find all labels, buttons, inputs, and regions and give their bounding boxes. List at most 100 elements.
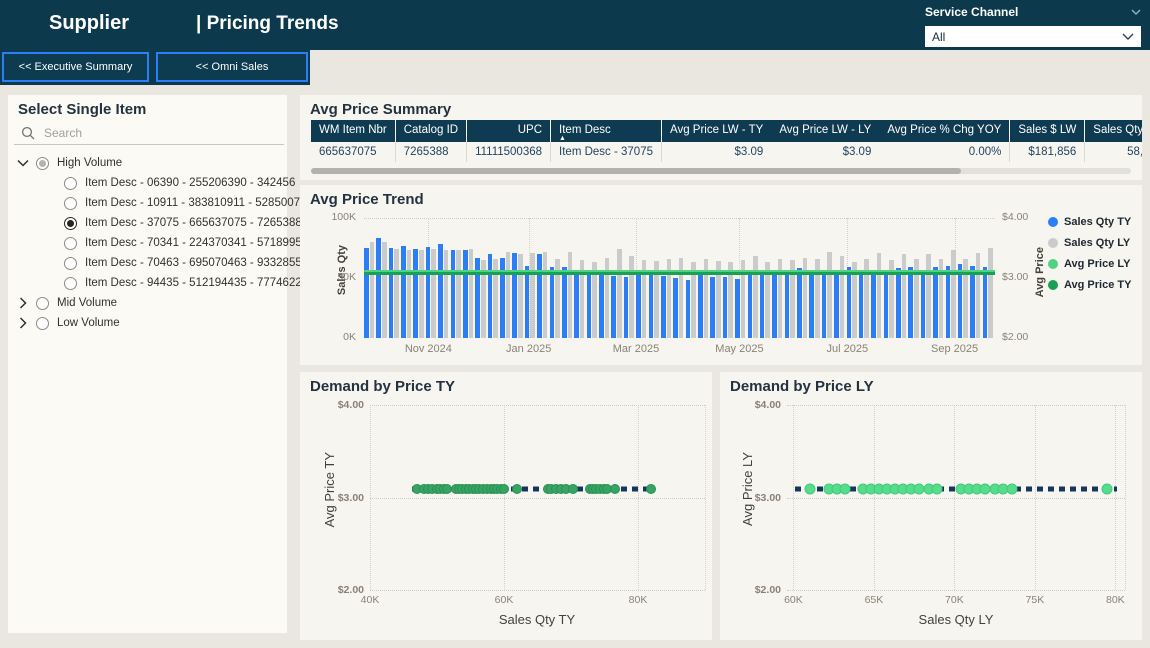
- bar-sales-qty-ty[interactable]: [487, 254, 493, 338]
- bar-sales-qty-ty[interactable]: [908, 267, 913, 338]
- bar-pair[interactable]: [920, 218, 931, 338]
- bar-pair[interactable]: [883, 218, 894, 338]
- bar-pair[interactable]: [376, 218, 387, 338]
- bar-pair[interactable]: [487, 218, 498, 338]
- bar-sales-qty-ty[interactable]: [388, 248, 394, 338]
- bar-sales-qty-ly[interactable]: [926, 254, 931, 338]
- bar-sales-qty-ty[interactable]: [611, 275, 617, 338]
- bar-sales-qty-ly[interactable]: [716, 261, 721, 338]
- table-scrollbar-thumb[interactable]: [311, 168, 961, 174]
- bar-sales-qty-ly[interactable]: [419, 250, 424, 338]
- bar-sales-qty-ty[interactable]: [648, 274, 654, 338]
- bar-sales-qty-ly[interactable]: [691, 262, 696, 338]
- bar-sales-qty-ly[interactable]: [802, 257, 808, 338]
- bar-pair[interactable]: [710, 218, 721, 338]
- chevron-down-icon[interactable]: [16, 159, 30, 167]
- bar-sales-qty-ly[interactable]: [790, 260, 795, 338]
- bar-sales-qty-ty[interactable]: [957, 263, 963, 338]
- bar-pair[interactable]: [784, 218, 795, 338]
- legend-item-sales-qty-ty[interactable]: Sales Qty TY: [1048, 211, 1131, 232]
- bar-pair[interactable]: [834, 218, 845, 338]
- bar-sales-qty-ly[interactable]: [765, 262, 771, 338]
- bar-pair[interactable]: [673, 218, 684, 338]
- executive-summary-button[interactable]: << Executive Summary: [2, 52, 149, 82]
- bar-sales-qty-ly[interactable]: [604, 257, 610, 338]
- bar-sales-qty-ly[interactable]: [678, 257, 684, 338]
- bar-sales-qty-ty[interactable]: [438, 244, 443, 338]
- bar-sales-qty-ly[interactable]: [876, 252, 882, 338]
- bar-sales-qty-ly[interactable]: [901, 254, 907, 338]
- bar-pair[interactable]: [599, 218, 610, 338]
- bar-sales-qty-ty[interactable]: [735, 279, 740, 338]
- bar-sales-qty-ty[interactable]: [797, 268, 802, 338]
- column-header[interactable]: Avg Price LW - LY: [771, 120, 880, 142]
- bar-sales-qty-ly[interactable]: [468, 249, 474, 338]
- bar-pair[interactable]: [896, 218, 907, 338]
- table-row[interactable]: 665637075 7265388 11111500368 Item Desc - 3…: [311, 142, 1142, 162]
- bar-sales-qty-ly[interactable]: [938, 258, 944, 338]
- column-header[interactable]: UPC: [466, 120, 552, 142]
- scatter-point[interactable]: [1101, 483, 1113, 495]
- bar-sales-qty-ly[interactable]: [480, 260, 486, 338]
- bar-pair[interactable]: [413, 218, 424, 338]
- bar-sales-qty-ly[interactable]: [592, 262, 597, 338]
- bar-pair[interactable]: [648, 218, 659, 338]
- bar-sales-qty-ty[interactable]: [698, 274, 703, 338]
- bar-sales-qty-ly[interactable]: [988, 248, 993, 338]
- bar-sales-qty-ty[interactable]: [821, 270, 827, 338]
- bar-pair[interactable]: [970, 218, 981, 338]
- bar-sales-qty-ty[interactable]: [784, 272, 790, 338]
- bar-sales-qty-ly[interactable]: [617, 249, 622, 338]
- tree-group-low-volume[interactable]: Low Volume: [16, 313, 285, 333]
- bar-pair[interactable]: [512, 218, 523, 338]
- bar-pair[interactable]: [660, 218, 672, 338]
- bar-pair[interactable]: [747, 218, 758, 338]
- column-header[interactable]: Sales $ LW: [1009, 120, 1086, 142]
- bar-sales-qty-ly[interactable]: [753, 256, 758, 338]
- bar-pair[interactable]: [908, 218, 919, 338]
- bar-sales-qty-ly[interactable]: [443, 250, 449, 338]
- bar-sales-qty-ty[interactable]: [846, 267, 852, 338]
- bar-sales-qty-ty[interactable]: [834, 272, 839, 338]
- bar-pair[interactable]: [574, 218, 585, 338]
- radio-button[interactable]: [64, 256, 77, 270]
- bar-pair[interactable]: [438, 218, 449, 338]
- bar-sales-qty-ly[interactable]: [839, 256, 845, 338]
- tree-item[interactable]: Item Desc - 70341 - 224370341 - 5718995: [58, 233, 302, 253]
- tree-item[interactable]: Item Desc - 37075 - 665637075 - 7265388: [58, 213, 302, 233]
- bar-sales-qty-ly[interactable]: [654, 261, 659, 338]
- column-header[interactable]: Item Desc ▲: [550, 120, 662, 142]
- scatter-point[interactable]: [1006, 483, 1018, 495]
- scatter-point[interactable]: [646, 484, 657, 495]
- bar-sales-qty-ty[interactable]: [401, 245, 406, 338]
- bar-pair[interactable]: [933, 218, 944, 338]
- bar-sales-qty-ty[interactable]: [462, 250, 468, 338]
- bar-sales-qty-ty[interactable]: [623, 276, 629, 338]
- bar-sales-qty-ty[interactable]: [747, 272, 753, 338]
- bar-pair[interactable]: [425, 218, 437, 338]
- scatter-point[interactable]: [499, 484, 509, 495]
- radio-button[interactable]: [64, 276, 77, 290]
- bar-sales-qty-ty[interactable]: [561, 267, 567, 338]
- bar-pair[interactable]: [685, 218, 696, 338]
- bar-sales-qty-ly[interactable]: [555, 258, 560, 338]
- column-header[interactable]: Sales Qty: [1084, 120, 1142, 142]
- bar-sales-qty-ty[interactable]: [524, 266, 530, 338]
- bar-sales-qty-ly[interactable]: [369, 242, 375, 338]
- bar-pair[interactable]: [945, 218, 956, 338]
- bar-pair[interactable]: [462, 218, 474, 338]
- bar-sales-qty-ly[interactable]: [431, 249, 437, 338]
- bar-sales-qty-ly[interactable]: [567, 251, 573, 338]
- radio-button[interactable]: [64, 216, 77, 230]
- bar-pair[interactable]: [475, 218, 486, 338]
- scatter-point[interactable]: [931, 483, 943, 495]
- bar-pair[interactable]: [722, 218, 733, 338]
- search-input[interactable]: [44, 126, 244, 140]
- bar-pair[interactable]: [524, 218, 535, 338]
- bar-sales-qty-ly[interactable]: [493, 258, 498, 338]
- bar-sales-qty-ly[interactable]: [975, 252, 981, 338]
- bar-sales-qty-ly[interactable]: [852, 262, 857, 338]
- bar-pair[interactable]: [821, 218, 832, 338]
- bar-sales-qty-ty[interactable]: [883, 273, 889, 338]
- bar-sales-qty-ly[interactable]: [728, 262, 733, 338]
